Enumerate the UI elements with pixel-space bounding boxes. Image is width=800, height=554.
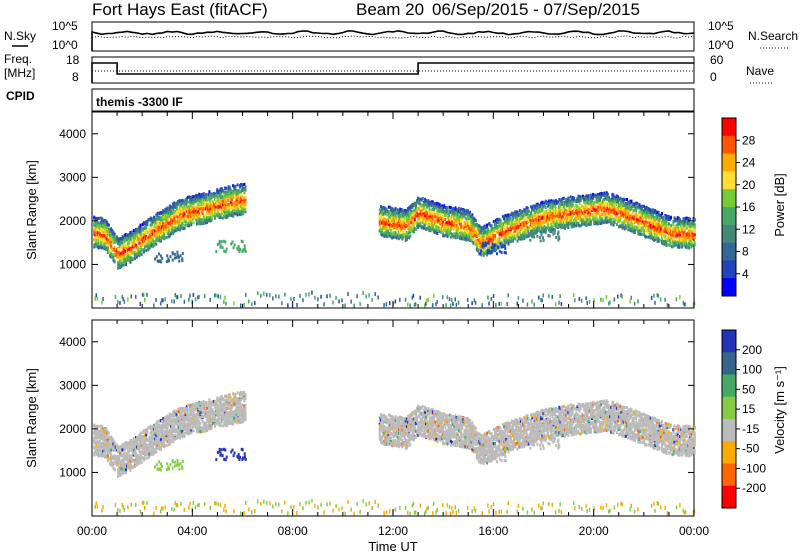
freq-unit: [MHz] (4, 66, 35, 80)
colorbar-segment (722, 171, 736, 190)
colorbar-tick: 50 (742, 382, 756, 396)
colorbar-segment (722, 330, 736, 353)
figure-title: Fort Hays East (fitACF) (92, 0, 268, 19)
power-ylabel: Slant Range [km] (24, 160, 39, 260)
freq-tick-bottom: 8 (72, 70, 79, 84)
power-colorbar: 28 24 20 16 12 8 4 (721, 117, 756, 297)
colorbar-segment (722, 419, 736, 442)
colorbar-segment (722, 153, 736, 172)
velocity-ylabel: Slant Range [km] (24, 368, 39, 468)
colorbar-segment (722, 118, 736, 137)
y-tick-label: 4000 (59, 335, 86, 349)
y-tick-label: 1000 (59, 465, 86, 479)
nsky-panel: N.Sky 10^5 10^0 10^5 10^0 N.Search (4, 19, 798, 52)
power-scatter-cells (93, 182, 696, 308)
x-tick-label: 00:00 (77, 524, 107, 538)
colorbar-tick: 20 (742, 178, 756, 192)
cpid-label: CPID (6, 89, 35, 103)
velocity-cbar-label: Velocity [m s⁻¹] (772, 366, 787, 454)
nsky-label: N.Sky (4, 29, 36, 43)
nsky-tick-top: 10^5 (52, 19, 78, 33)
y-tick-label: 3000 (59, 170, 86, 184)
velocity-scatter-cells (93, 390, 696, 516)
colorbar-segment (722, 463, 736, 487)
colorbar-tick: 28 (742, 133, 756, 147)
freq-label: Freq. (4, 52, 32, 66)
nsky-tick-bottom: 10^0 (52, 38, 78, 52)
x-tick-label: 00:00 (679, 524, 709, 538)
colorbar-tick: -50 (742, 442, 760, 456)
velocity-panel: 1000 2000 3000 4000 Slant Range [km] (24, 319, 696, 517)
x-tick-label: 20:00 (579, 524, 609, 538)
date-range: 06/Sep/2015 - 07/Sep/2015 (432, 0, 640, 19)
freq-tick-top: 18 (66, 53, 80, 67)
colorbar-segment (722, 278, 736, 297)
colorbar-tick: 12 (742, 222, 756, 236)
x-tick-label: 04:00 (177, 524, 207, 538)
colorbar-tick: 15 (742, 402, 756, 416)
colorbar-tick: 100 (742, 363, 762, 377)
y-tick-label: 3000 (59, 378, 86, 392)
colorbar-segment (722, 135, 736, 155)
colorbar-tick: 4 (742, 267, 749, 281)
beam-label: Beam 20 (356, 0, 424, 19)
colorbar-segment (722, 352, 736, 375)
colorbar-segment (722, 485, 736, 509)
nsearch-label: N.Search (748, 29, 798, 43)
power-panel: 1000 2000 3000 4000 Slant Range [km] (24, 111, 696, 309)
colorbar-segment (722, 242, 736, 261)
x-tick-label: 08:00 (278, 524, 308, 538)
velocity-colorbar: 200 100 50 15 -15 -50 -100 -200 (721, 329, 766, 509)
colorbar-segment (722, 441, 736, 464)
colorbar-tick: 8 (742, 245, 749, 259)
colorbar-tick: -100 (742, 461, 766, 475)
x-tick-label: 16:00 (478, 524, 508, 538)
nave-tick-top: 60 (710, 53, 724, 67)
cpid-value: themis -3300 IF (96, 95, 183, 109)
colorbar-segment (722, 224, 736, 244)
nave-tick-bottom: 0 (710, 70, 717, 84)
cpid-panel: CPID themis -3300 IF (6, 88, 695, 112)
nsearch-trace (91, 35, 695, 39)
colorbar-tick: 24 (742, 156, 756, 170)
x-tick-label: 12:00 (378, 524, 408, 538)
x-axis-ticks: 00:00 04:00 08:00 12:00 16:00 20:00 00:00 (77, 524, 709, 538)
nsky-right-tick-top: 10^5 (708, 19, 734, 33)
x-axis-label: Time UT (368, 539, 417, 554)
colorbar-tick: 16 (742, 200, 756, 214)
colorbar-segment (722, 396, 736, 420)
y-tick-label: 4000 (59, 127, 86, 141)
colorbar-tick: -15 (742, 422, 760, 436)
colorbar-segment (722, 374, 736, 398)
colorbar-tick: -200 (742, 481, 766, 495)
freq-panel: Freq. [MHz] 18 8 60 0 Nave (4, 52, 774, 84)
colorbar-segment (722, 207, 736, 226)
y-tick-label: 2000 (59, 422, 86, 436)
colorbar-segment (722, 260, 736, 279)
nave-label: Nave (746, 64, 774, 78)
nsky-trace (91, 30, 695, 51)
nsky-right-tick-bottom: 10^0 (708, 38, 734, 52)
colorbar-segment (722, 189, 736, 208)
y-tick-label: 1000 (59, 257, 86, 271)
power-cbar-label: Power [dB] (772, 173, 787, 237)
colorbar-tick: 200 (742, 343, 762, 357)
y-tick-label: 2000 (59, 214, 86, 228)
freq-trace (91, 62, 694, 83)
